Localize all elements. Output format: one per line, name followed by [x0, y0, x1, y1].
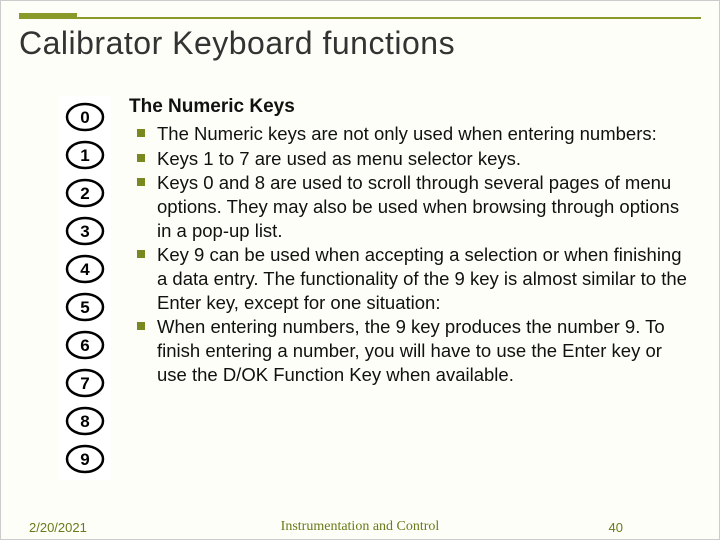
- title-underline: Calibrator Keyboard functions: [19, 17, 701, 62]
- key-1-icon: 1: [63, 138, 107, 172]
- bullet-item: Keys 0 and 8 are used to scroll through …: [129, 171, 689, 242]
- text-column: The Numeric Keys The Numeric keys are no…: [129, 96, 689, 480]
- svg-text:1: 1: [80, 146, 89, 165]
- footer-date: 2/20/2021: [29, 520, 87, 535]
- key-0-icon: 0: [63, 100, 107, 134]
- key-4-icon: 4: [63, 252, 107, 286]
- key-6-icon: 6: [63, 328, 107, 362]
- svg-text:6: 6: [80, 336, 89, 355]
- bullet-item: Keys 1 to 7 are used as menu selector ke…: [129, 147, 689, 171]
- key-3-icon: 3: [63, 214, 107, 248]
- bullet-list: The Numeric keys are not only used when …: [129, 122, 689, 386]
- key-2-icon: 2: [63, 176, 107, 210]
- svg-text:8: 8: [80, 412, 89, 431]
- bullet-item: When entering numbers, the 9 key produce…: [129, 315, 689, 386]
- svg-text:7: 7: [80, 374, 89, 393]
- svg-text:9: 9: [80, 450, 89, 469]
- section-heading: The Numeric Keys: [129, 96, 689, 118]
- numeric-keys-column: 0 1 2 3 4 5 6 7 8: [59, 96, 111, 480]
- slide: Calibrator Keyboard functions 0 1 2 3 4 …: [0, 0, 720, 540]
- key-8-icon: 8: [63, 404, 107, 438]
- key-9-icon: 9: [63, 442, 107, 476]
- bullet-item: Key 9 can be used when accepting a selec…: [129, 243, 689, 314]
- title-region: Calibrator Keyboard functions: [19, 13, 701, 62]
- svg-text:3: 3: [80, 222, 89, 241]
- svg-text:5: 5: [80, 298, 89, 317]
- content-region: 0 1 2 3 4 5 6 7 8: [59, 96, 689, 480]
- bullet-item: The Numeric keys are not only used when …: [129, 122, 689, 146]
- svg-text:2: 2: [80, 184, 89, 203]
- footer-page-number: 40: [609, 520, 623, 535]
- svg-text:0: 0: [80, 108, 89, 127]
- svg-text:4: 4: [80, 260, 90, 279]
- key-5-icon: 5: [63, 290, 107, 324]
- page-title: Calibrator Keyboard functions: [19, 25, 701, 62]
- key-7-icon: 7: [63, 366, 107, 400]
- footer-title: Instrumentation and Control: [281, 519, 440, 535]
